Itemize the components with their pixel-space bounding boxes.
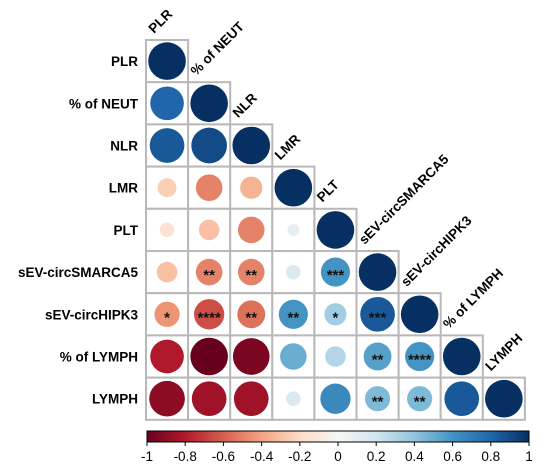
correlation-circle-lmr-nlr: [240, 176, 263, 199]
colorbar-tick-label: -0.8: [174, 449, 197, 464]
correlation-circle-of-lymph-of-lymph: [442, 337, 481, 376]
colorbar-tick-label: 0: [334, 449, 342, 464]
correlation-circle-plt-of-neut: [198, 219, 220, 241]
correlation-circle-lymph-sev-circsmarca5: [364, 386, 391, 412]
significance-mark: **: [414, 394, 426, 411]
significance-mark: **: [203, 267, 215, 284]
correlation-circle-plr-plr: [148, 42, 186, 80]
column-label-nlr: NLR: [230, 90, 260, 120]
significance-mark: **: [372, 394, 384, 411]
colorbar-tick-label: 0.4: [405, 449, 424, 464]
correlation-circle-nlr-nlr: [232, 126, 271, 165]
column-label-plt: PLT: [314, 176, 342, 204]
colorbar-tick-label: -0.4: [250, 449, 274, 464]
correlation-circle-of-neut-plr: [150, 86, 184, 121]
significance-mark: *: [333, 309, 339, 326]
correlation-circle-lymph-plt: [320, 383, 351, 414]
correlation-circle-of-lymph-of-neut: [190, 337, 228, 376]
correlation-circle-lymph-plr: [149, 380, 185, 417]
significance-mark: **: [288, 309, 300, 326]
correlation-circle-plt-plr: [159, 222, 175, 238]
correlation-circle-of-lymph-plt: [325, 346, 346, 367]
row-label-sev-circsmarca5: sEV-circSMARCA5: [18, 265, 139, 280]
correlation-circle-plt-lmr: [287, 223, 300, 236]
row-label-nlr: NLR: [110, 139, 138, 154]
colorbar-tick-label: -1: [141, 449, 153, 464]
correlation-circle-sev-circhipk3-of-neut: [193, 299, 225, 330]
correlation-circle-sev-circsmarca5-plr: [156, 261, 178, 283]
row-label-sev-circhipk3: sEV-circHIPK3: [45, 307, 139, 322]
row-label-of-neut: % of NEUT: [69, 96, 139, 111]
correlation-circle-lymph-sev-circhipk3: [407, 386, 433, 412]
correlation-circle-nlr-plr: [149, 128, 185, 163]
colorbar-gradient: [146, 430, 530, 443]
column-label-of-neut: % of NEUT: [188, 18, 248, 78]
correlation-circle-lmr-lmr: [274, 168, 313, 207]
colorbar-tick-label: 0.2: [367, 449, 386, 464]
significance-mark: ***: [369, 309, 387, 326]
significance-mark: ****: [408, 352, 432, 369]
colorbar-tick-label: -0.6: [212, 449, 235, 464]
colorbar-tick-label: 1: [525, 449, 533, 464]
colorbar-tick-label: -0.2: [288, 449, 311, 464]
correlation-circle-sev-circhipk3-plr: [154, 301, 180, 327]
row-label-lmr: LMR: [109, 181, 138, 196]
correlation-circle-lmr-of-neut: [195, 174, 223, 201]
correlation-circle-sev-circsmarca5-lmr: [286, 264, 301, 280]
correlation-circle-sev-circsmarca5-of-neut: [195, 258, 223, 286]
column-label-lymph: LYMPH: [482, 331, 525, 374]
significance-mark: ****: [197, 309, 221, 326]
correlation-circle-of-lymph-plr: [150, 339, 184, 374]
significance-mark: *: [164, 309, 170, 326]
correlation-circle-plt-plt: [316, 211, 355, 249]
correlation-circle-of-lymph-sev-circsmarca5: [363, 342, 392, 371]
significance-mark: ***: [327, 267, 345, 284]
correlation-circle-lymph-lymph: [485, 379, 523, 418]
significance-mark: **: [245, 267, 257, 284]
significance-mark: **: [372, 352, 384, 369]
column-label-lmr: LMR: [272, 131, 303, 162]
correlation-circle-lymph-lmr: [286, 391, 301, 406]
row-label-lymph: LYMPH: [92, 392, 138, 407]
row-label-plt: PLT: [114, 223, 139, 238]
correlation-circle-sev-circhipk3-lmr: [278, 299, 308, 329]
colorbar: -1 -0.8 -0.6 -0.4 -0.2 0 0.2 0.4 0.6 0.8 1: [141, 430, 533, 464]
correlation-circle-sev-circsmarca5-sev-circsmarca5: [358, 253, 397, 291]
correlation-circle-lymph-nlr: [233, 381, 269, 417]
row-labels: PLR % of NEUT NLR LMR PLT sEV-circSMARCA5 sEV-…: [18, 54, 139, 407]
correlation-circle-lmr-plr: [157, 178, 177, 198]
correlation-circle-of-lymph-sev-circhipk3: [405, 341, 435, 372]
correlation-circle-lymph-of-lymph: [444, 381, 480, 417]
correlation-circle-nlr-of-neut: [191, 127, 227, 164]
correlation-circle-of-lymph-nlr: [232, 338, 270, 375]
significance-mark: **: [245, 309, 257, 326]
correlation-circle-lymph-of-neut: [191, 381, 227, 417]
correlation-circle-sev-circhipk3-sev-circhipk3: [400, 295, 439, 334]
row-label-of-lymph: % of LYMPH: [60, 350, 138, 365]
column-label-of-lymph: % of LYMPH: [440, 266, 506, 332]
correlation-circle-sev-circhipk3-nlr: [237, 300, 266, 329]
correlation-circle-of-lymph-lmr: [280, 343, 307, 370]
column-label-sev-circsmarca5: sEV-circSMARCA5: [356, 151, 452, 247]
correlation-circle-of-neut-of-neut: [190, 84, 228, 123]
matrix-cells: ** ** **** **** ** ** * ***** ****** **: [145, 39, 526, 421]
correlation-circle-sev-circsmarca5-plt: [320, 257, 351, 287]
column-label-plr: PLR: [146, 6, 176, 36]
correlation-circle-plt-nlr: [237, 216, 265, 244]
correlation-circle-sev-circhipk3-plt: [324, 303, 347, 326]
row-label-plr: PLR: [111, 54, 138, 69]
column-label-sev-circhipk3: sEV-circHIPK3: [398, 213, 475, 290]
correlation-circle-sev-circsmarca5-nlr: [237, 258, 265, 286]
colorbar-tick-label: 0.6: [443, 449, 462, 464]
correlation-circle-sev-circhipk3-sev-circsmarca5: [360, 296, 395, 332]
colorbar-tick-label: 0.8: [481, 449, 500, 464]
